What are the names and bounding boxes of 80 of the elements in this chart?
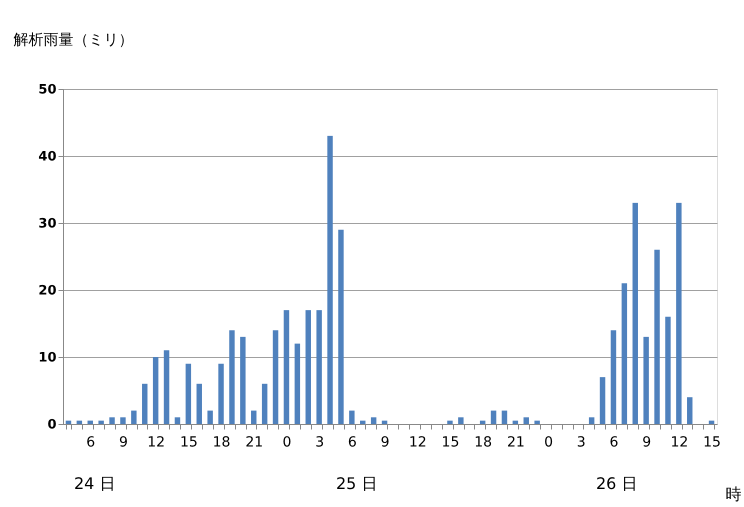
bar xyxy=(76,420,82,424)
x-tick-label: 6 xyxy=(348,434,357,450)
bar xyxy=(490,410,496,424)
bar xyxy=(316,310,322,424)
x-tick-label: 6 xyxy=(609,434,618,450)
y-tick-label: 30 xyxy=(38,216,56,232)
bar xyxy=(600,377,606,424)
bar xyxy=(676,202,682,424)
x-tick-label: 0 xyxy=(544,434,554,450)
bar xyxy=(218,364,224,424)
bar xyxy=(654,250,660,424)
x-tick-label: 0 xyxy=(282,434,292,450)
x-tick-label: 21 xyxy=(245,434,264,450)
x-tick-label: 15 xyxy=(180,434,198,450)
bar xyxy=(534,420,540,424)
y-tick-label: 50 xyxy=(38,82,56,98)
x-tick-label: 18 xyxy=(474,434,492,450)
bar xyxy=(229,330,235,424)
bar xyxy=(327,136,333,424)
bar xyxy=(66,420,72,424)
bar xyxy=(152,357,158,424)
x-tick-label: 12 xyxy=(147,434,166,450)
y-tick-label: 40 xyxy=(38,150,56,164)
bar xyxy=(382,420,388,424)
bar xyxy=(524,417,529,424)
x-tick-label: 3 xyxy=(576,434,586,450)
bar xyxy=(610,330,616,424)
bar xyxy=(588,417,594,424)
bar xyxy=(502,410,508,424)
x-tick-label: 18 xyxy=(212,434,230,450)
y-axis-title: 解析雨量（ミリ） xyxy=(14,30,134,48)
bar xyxy=(632,202,638,424)
bar xyxy=(262,384,268,424)
x-axis-title: 時 xyxy=(726,484,742,504)
bar xyxy=(142,384,148,424)
bar xyxy=(164,350,170,424)
bar xyxy=(687,397,692,424)
bar xyxy=(643,336,649,424)
bar xyxy=(360,420,366,424)
bar xyxy=(480,420,486,424)
bar xyxy=(196,384,202,424)
text: 25 日 xyxy=(336,474,378,493)
x-tick-label: 15 xyxy=(442,434,460,450)
bar xyxy=(272,330,278,424)
bar xyxy=(186,364,192,424)
x-tick-label: 15 xyxy=(703,434,721,450)
bar xyxy=(251,410,256,424)
text: 26 日 xyxy=(596,474,638,493)
y-tick-label: 10 xyxy=(38,350,56,366)
bar xyxy=(338,230,344,424)
bar xyxy=(512,420,518,424)
x-tick-label: 9 xyxy=(118,434,128,450)
text: 24 日 xyxy=(74,474,116,493)
x-tick-label: 9 xyxy=(642,434,652,450)
bar xyxy=(120,417,126,424)
bar xyxy=(109,417,115,424)
bar xyxy=(88,420,93,424)
bar xyxy=(708,420,714,424)
bar xyxy=(622,283,628,424)
bar xyxy=(131,410,137,424)
bar xyxy=(294,344,300,424)
y-tick-label: 20 xyxy=(38,284,56,298)
bar xyxy=(665,316,671,424)
bar xyxy=(447,420,453,424)
x-tick-label: 9 xyxy=(380,434,390,450)
bar xyxy=(240,336,246,424)
x-tick-label: 3 xyxy=(315,434,324,450)
bar xyxy=(174,417,180,424)
bar xyxy=(458,417,464,424)
bar xyxy=(370,417,376,424)
x-tick-label: 12 xyxy=(408,434,427,450)
bar xyxy=(349,410,355,424)
x-tick-label: 21 xyxy=(506,434,525,450)
x-tick-label: 12 xyxy=(670,434,688,450)
bar xyxy=(306,310,311,424)
bar xyxy=(98,420,104,424)
bar xyxy=(207,410,213,424)
x-tick-label: 6 xyxy=(86,434,96,450)
bar xyxy=(284,310,290,424)
y-tick-label: 0 xyxy=(47,418,56,432)
